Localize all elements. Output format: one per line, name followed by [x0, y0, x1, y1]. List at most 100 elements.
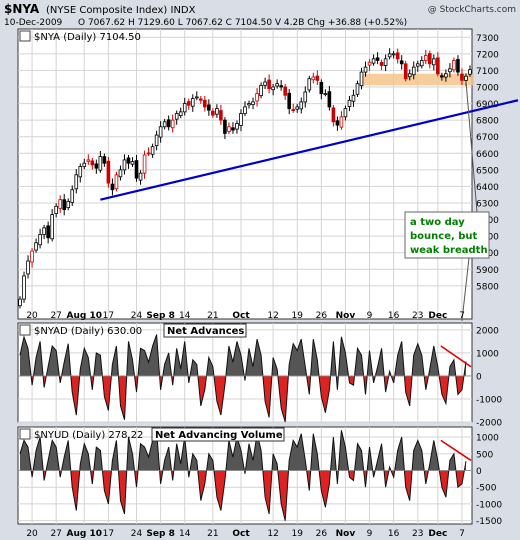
breadth-arrow	[440, 345, 472, 368]
candle-body	[371, 58, 376, 64]
support-trendline	[100, 99, 519, 201]
candle-body	[263, 81, 267, 86]
panel-0-y-tick-label: 7300	[476, 34, 499, 44]
candle-body	[94, 163, 99, 169]
x-tick-label-top: Dec	[428, 311, 447, 321]
x-tick-label-bottom: 19	[292, 529, 304, 539]
candle-body	[331, 107, 336, 123]
candle-body	[343, 108, 348, 118]
candle-body	[239, 113, 243, 126]
x-tick-label-bottom: Aug 10	[67, 529, 102, 539]
candle-body	[403, 63, 408, 80]
candle-body	[126, 157, 131, 164]
candle-body	[38, 234, 42, 246]
candle-body	[335, 120, 340, 126]
candle-body	[50, 214, 54, 240]
candle-body	[190, 98, 195, 107]
x-tick-label-top: 17	[103, 311, 114, 321]
candle-body	[90, 160, 95, 166]
panel-0-y-tick-label: 6400	[476, 183, 499, 193]
candle-body	[315, 75, 320, 81]
candle-body	[279, 85, 283, 88]
candle-body	[34, 242, 38, 251]
panel-0-y-tick-label: 6300	[476, 200, 499, 210]
x-tick-label-top: 23	[412, 311, 423, 321]
candle-body	[452, 60, 456, 71]
x-tick-label-bottom: 20	[26, 529, 38, 539]
resistance-zone	[359, 73, 474, 86]
candle-body	[154, 134, 159, 147]
x-tick-label-bottom: 9	[367, 529, 373, 539]
candle-body	[162, 121, 167, 128]
candle-body	[114, 174, 119, 190]
candle-body	[203, 99, 207, 108]
x-tick-label-top: 7	[459, 311, 465, 321]
candle-body	[291, 109, 296, 111]
annotation-line: bounce, but	[410, 231, 478, 242]
x-tick-label-top: 12	[267, 311, 278, 321]
x-tick-label-bottom: Sep 8	[146, 529, 174, 539]
candle-body	[359, 71, 364, 87]
candle-body	[415, 63, 420, 67]
candle-body	[134, 160, 139, 179]
candle-body	[223, 119, 227, 134]
panel-1-y-tick-label: 0	[476, 372, 482, 382]
indicator-1-negative-area	[31, 375, 464, 422]
panel-2-plot-area	[17, 426, 473, 525]
candle-body	[267, 79, 271, 90]
candle-body	[42, 227, 46, 235]
header-symbol: $NYA	[4, 2, 40, 16]
candle-body	[182, 103, 187, 113]
candle-body	[118, 169, 123, 178]
x-tick-label-bottom: 21	[207, 529, 218, 539]
candle-body	[399, 60, 404, 65]
candle-body	[158, 126, 163, 138]
x-tick-label-top: 9	[367, 311, 373, 321]
candle-body	[150, 146, 155, 155]
candle-body	[106, 160, 111, 184]
candle-body	[26, 260, 30, 275]
candle-body	[395, 52, 400, 60]
panel-2-y-tick-label: -500	[476, 484, 497, 494]
panel-2-y-tick-label: -1000	[476, 500, 502, 510]
x-tick-label-bottom: 17	[103, 529, 114, 539]
candle-body	[299, 101, 304, 110]
header-watermark: @ StockCharts.com	[428, 5, 516, 15]
panel-0-y-tick-label: 6900	[476, 100, 499, 110]
x-tick-label-top: Aug 10	[67, 311, 102, 321]
candle-body	[259, 84, 263, 97]
panel-1-y-tick-label: -1000	[476, 395, 502, 405]
candle-body	[271, 86, 275, 91]
candle-body	[207, 104, 211, 111]
annotation-line: a two day	[410, 217, 465, 228]
indicator-2-line	[19, 430, 467, 521]
indicator-2-legend: $NYUD (Daily) 278.22	[34, 430, 143, 441]
candle-body	[407, 73, 412, 78]
candle-body	[327, 91, 332, 108]
x-tick-label-bottom: 14	[179, 529, 191, 539]
indicator-2-positive-area	[20, 430, 466, 471]
panel-0-y-tick-label: 7000	[476, 84, 499, 94]
candle-body	[58, 199, 62, 209]
candle-body	[436, 57, 440, 75]
x-tick-label-top: Nov	[336, 311, 356, 321]
panel-0-y-tick-label: 5900	[476, 266, 499, 276]
x-tick-label-bottom: Dec	[428, 529, 447, 539]
candle-body	[178, 111, 183, 116]
breadth-arrow	[440, 439, 472, 462]
candle-body	[211, 110, 215, 116]
candle-body	[423, 55, 428, 61]
candle-body	[30, 250, 34, 263]
candle-body	[379, 62, 384, 66]
price-legend: $NYA (Daily) 7104.50	[34, 32, 141, 43]
candle-body	[355, 83, 360, 95]
annotation-pointer	[465, 81, 478, 213]
x-tick-label-bottom: 27	[50, 529, 61, 539]
candle-body	[110, 183, 115, 191]
candle-body	[146, 152, 151, 155]
candle-body	[323, 93, 328, 96]
x-tick-label-bottom: 12	[267, 529, 278, 539]
x-tick-label-bottom: 26	[316, 529, 328, 539]
x-tick-label-top: 26	[316, 311, 328, 321]
